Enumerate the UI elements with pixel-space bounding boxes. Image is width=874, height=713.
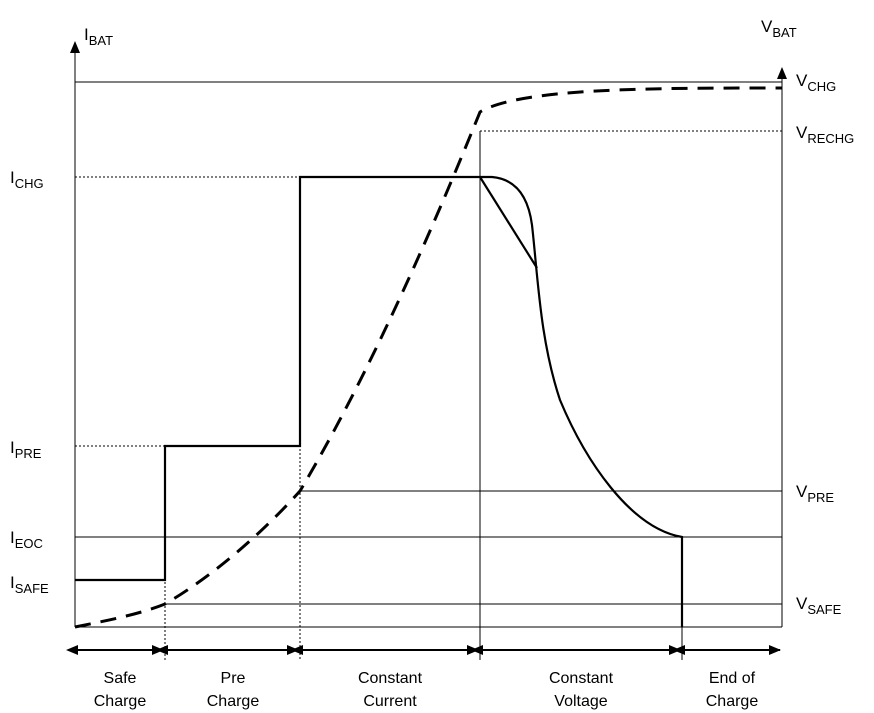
vpre-label: VPRE <box>796 482 834 505</box>
left-axis-label: IBAT <box>84 25 113 48</box>
isafe-label: ISAFE <box>10 573 49 596</box>
current-curve-linear-taper <box>479 176 538 269</box>
phase-label-safe-charge-line1: Safe <box>104 670 137 687</box>
phase-label-safe-charge-line2: Charge <box>94 693 147 710</box>
phase-label-end-of-charge-line1: End of <box>709 670 756 687</box>
current-curve <box>75 175 684 627</box>
phase-label-end-of-charge-line2: Charge <box>706 693 759 710</box>
phase-label-constant-current-line1: Constant <box>358 670 423 687</box>
ichg-label: ICHG <box>10 168 44 191</box>
vrechg-label: VRECHG <box>796 123 854 146</box>
ieoc-label: IEOC <box>10 528 43 551</box>
phase-label-constant-current-line2: Current <box>363 693 417 710</box>
voltage-curve <box>74 86 783 629</box>
phase-label-constant-voltage-line1: Constant <box>549 670 614 687</box>
phase-label-pre-charge-line1: Pre <box>221 670 246 687</box>
ipre-label: IPRE <box>10 438 42 461</box>
right-axis-label: VBAT <box>761 17 797 40</box>
phase-label-constant-voltage-line2: Voltage <box>554 693 607 710</box>
phase-label-pre-charge-line2: Charge <box>207 693 260 710</box>
vchg-label: VCHG <box>796 71 836 94</box>
vsafe-label: VSAFE <box>796 594 842 617</box>
